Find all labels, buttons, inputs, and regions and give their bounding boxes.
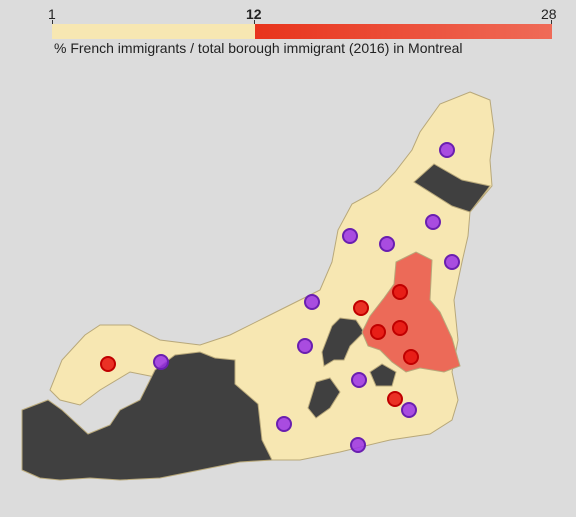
legend: 1 12 28 % French immigrants / total boro… — [0, 0, 576, 60]
map-marker-low[interactable] — [297, 338, 313, 354]
color-scale-low-segment — [52, 24, 255, 39]
map-marker-low[interactable] — [304, 294, 320, 310]
map-marker-low[interactable] — [351, 372, 367, 388]
map-marker-low[interactable] — [276, 416, 292, 432]
borough-nodata-mountroyal — [321, 317, 365, 367]
map-marker-low[interactable] — [153, 354, 169, 370]
map-marker-high[interactable] — [100, 356, 116, 372]
markers-layer — [100, 142, 460, 453]
map-marker-high[interactable] — [387, 391, 403, 407]
boroughs-layer — [21, 91, 495, 481]
borough-nodata-hampstead — [369, 363, 397, 387]
map-marker-high[interactable] — [392, 284, 408, 300]
borough-nodata-westmount — [307, 377, 341, 419]
legend-tick-mid — [254, 20, 255, 25]
legend-tick-max — [551, 20, 552, 25]
legend-min-label: 1 — [48, 6, 56, 22]
map-marker-low[interactable] — [444, 254, 460, 270]
map-marker-low[interactable] — [439, 142, 455, 158]
map-marker-low[interactable] — [342, 228, 358, 244]
color-scale-high-segment — [255, 24, 552, 39]
map-marker-low[interactable] — [379, 236, 395, 252]
legend-tick-min — [52, 20, 53, 25]
legend-max-label: 28 — [541, 6, 557, 22]
borough-high-plateau-rosemont — [361, 251, 461, 373]
map-marker-high[interactable] — [392, 320, 408, 336]
montreal-map — [21, 91, 495, 481]
color-scale-bar — [52, 24, 552, 39]
map-marker-low[interactable] — [425, 214, 441, 230]
legend-mid-label: 12 — [246, 6, 262, 22]
map-marker-high[interactable] — [403, 349, 419, 365]
borough-nodata-west-island — [21, 351, 273, 481]
map-marker-low[interactable] — [350, 437, 366, 453]
map-marker-high[interactable] — [370, 324, 386, 340]
map-marker-high[interactable] — [353, 300, 369, 316]
map-marker-low[interactable] — [401, 402, 417, 418]
legend-caption: % French immigrants / total borough immi… — [54, 40, 463, 56]
borough-nodata-northeast — [413, 163, 491, 213]
